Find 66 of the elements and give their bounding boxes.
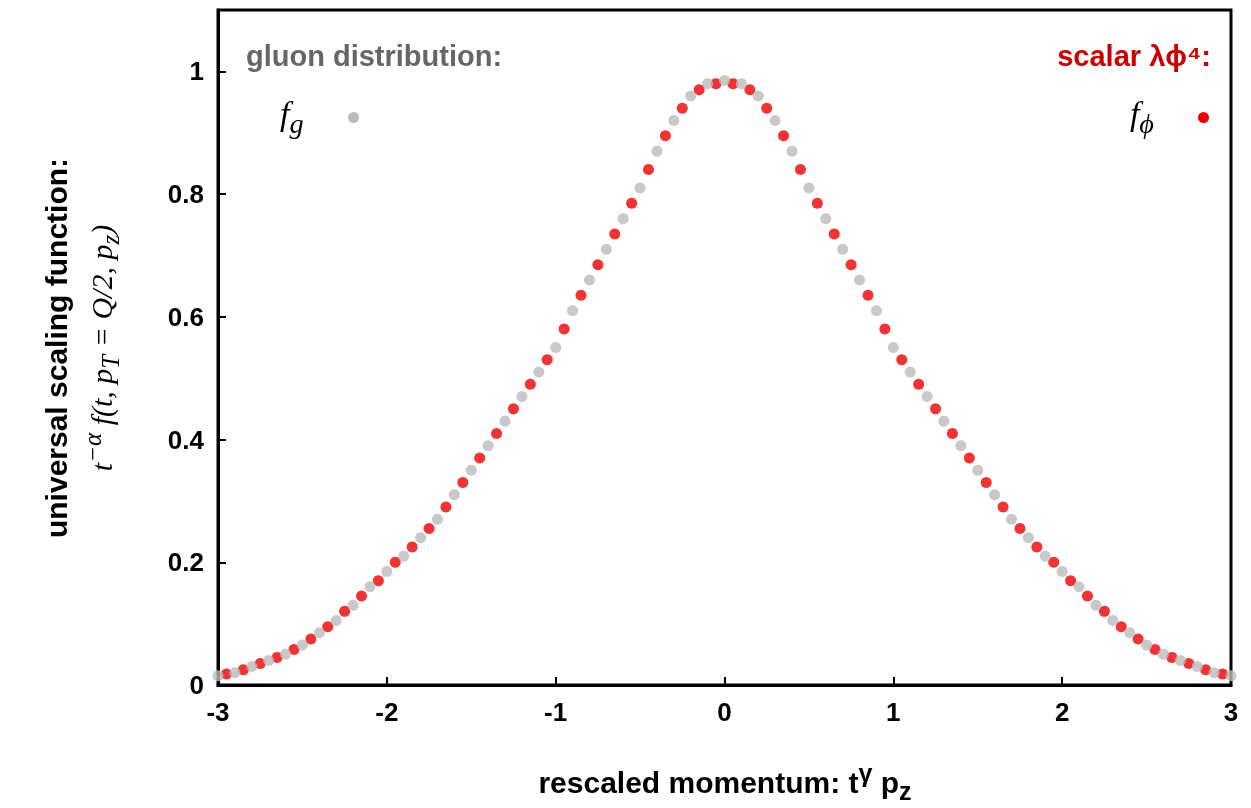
point (305, 633, 317, 645)
point (659, 130, 671, 142)
point (626, 197, 638, 209)
point (457, 477, 469, 488)
x-tick-label: -2 (375, 697, 399, 727)
point (1065, 575, 1077, 587)
point (406, 541, 418, 553)
point (862, 289, 874, 301)
point (643, 164, 655, 176)
point (980, 477, 992, 488)
legend-label: f$_{ϕ}$ (1129, 95, 1154, 140)
point (474, 452, 486, 464)
point (356, 590, 368, 602)
point (676, 102, 688, 114)
point (794, 164, 806, 176)
point (389, 556, 401, 568)
y-tick-label: 0.2 (167, 547, 204, 578)
point (930, 403, 942, 415)
point (609, 228, 621, 240)
point (339, 605, 351, 617)
x-tick-label: 0 (717, 697, 732, 727)
y-tick-label: 0.4 (167, 424, 205, 455)
point (997, 501, 1009, 513)
point (491, 427, 503, 439)
point (592, 259, 604, 271)
point (946, 427, 958, 439)
x-tick-label: 3 (1223, 697, 1239, 727)
point (693, 84, 705, 96)
y-tick-label: 0 (189, 670, 204, 700)
point (913, 378, 925, 390)
point (963, 452, 975, 464)
x-tick-label: 2 (1054, 697, 1070, 727)
annotation: gluon distribution: (246, 40, 503, 73)
x-tick-label: -3 (206, 697, 230, 727)
x-tick-label: -1 (544, 697, 568, 727)
point (1048, 556, 1060, 568)
point (524, 378, 536, 390)
legend-label: f$_{g}$ (280, 95, 304, 140)
point (507, 403, 519, 415)
point (322, 621, 334, 633)
point (1014, 523, 1026, 535)
point (778, 130, 790, 142)
point (558, 323, 570, 335)
point (811, 197, 823, 209)
point (828, 228, 840, 240)
point (1132, 633, 1144, 645)
x-axis-title: rescaled momentum: t$^{γ}$ p$_{z}$ (538, 758, 912, 806)
point (896, 354, 908, 366)
y-tick-label: 0.6 (167, 301, 204, 332)
point (1098, 605, 1110, 617)
point (1031, 541, 1043, 553)
point (575, 289, 587, 301)
point (1115, 621, 1127, 633)
x-tick-label: 1 (886, 697, 901, 727)
y-tick-label: 1 (189, 56, 204, 87)
y-tick-label: 0.8 (167, 179, 204, 210)
point (372, 575, 384, 587)
point (845, 259, 857, 271)
point (879, 323, 891, 335)
point (541, 354, 553, 366)
point (1082, 590, 1093, 602)
point (423, 523, 435, 535)
point (761, 102, 773, 114)
annotation: scalar λϕ⁴: (1057, 40, 1211, 73)
point (744, 84, 756, 96)
point (440, 501, 452, 513)
